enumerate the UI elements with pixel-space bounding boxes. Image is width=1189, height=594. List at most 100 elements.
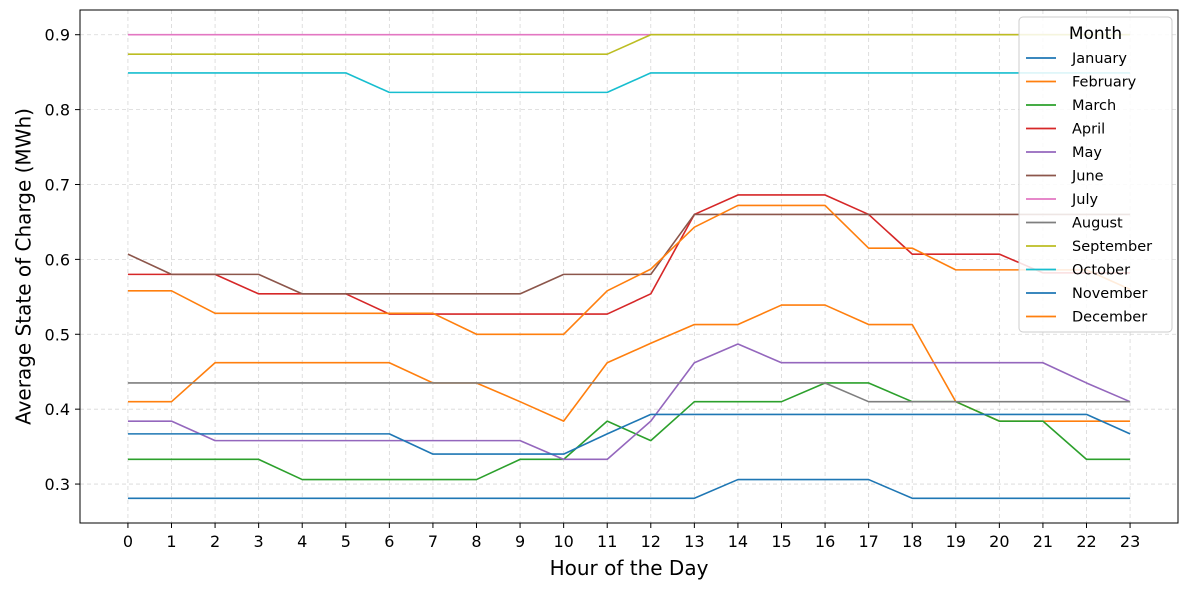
data-point (605, 496, 609, 500)
data-point (126, 52, 130, 56)
data-point (1085, 496, 1089, 500)
legend-item: July (1026, 192, 1098, 208)
data-point (257, 292, 261, 296)
data-point (257, 361, 261, 365)
data-point (692, 400, 696, 404)
data-point (649, 439, 653, 443)
plot-area-frame (79, 9, 1179, 524)
data-point (954, 212, 958, 216)
data-point (387, 496, 391, 500)
data-point (823, 381, 827, 385)
data-point (997, 252, 1001, 256)
data-point (300, 381, 304, 385)
data-point (910, 412, 914, 416)
x-tick-label: 1 (166, 532, 176, 551)
data-point (213, 33, 217, 37)
legend-label: July (1071, 192, 1098, 208)
data-point (605, 381, 609, 385)
data-point (867, 323, 871, 327)
data-point (867, 400, 871, 404)
data-point (387, 90, 391, 94)
data-point (344, 33, 348, 37)
data-point (605, 272, 609, 276)
data-point (213, 71, 217, 75)
data-point (1085, 381, 1089, 385)
data-point (300, 361, 304, 365)
legend-label: June (1071, 169, 1104, 185)
data-point (387, 33, 391, 37)
data-point (780, 71, 784, 75)
data-point (170, 33, 174, 37)
data-point (997, 33, 1001, 37)
x-tick-label: 10 (553, 532, 573, 551)
data-point (170, 432, 174, 436)
data-point (649, 33, 653, 37)
data-point (475, 452, 479, 456)
data-point (475, 312, 479, 316)
x-tick-label: 6 (384, 532, 394, 551)
data-point (867, 361, 871, 365)
data-point (431, 496, 435, 500)
series-line (127, 382, 1131, 403)
data-point (387, 432, 391, 436)
data-point (736, 342, 740, 346)
data-point (954, 33, 958, 37)
data-point (736, 478, 740, 482)
data-point (562, 419, 566, 423)
data-point (213, 439, 217, 443)
series-may (127, 342, 1131, 461)
x-tick-label: 5 (341, 532, 351, 551)
data-point (780, 381, 784, 385)
data-point (431, 311, 435, 315)
data-point (518, 52, 522, 56)
data-point (126, 381, 130, 385)
data-point (736, 203, 740, 207)
data-point (170, 496, 174, 500)
data-point (213, 457, 217, 461)
x-tick-label: 0 (123, 532, 133, 551)
series-august (126, 381, 1131, 404)
series-january (127, 478, 1131, 500)
data-point (910, 361, 914, 365)
x-tick-label: 22 (1076, 532, 1096, 551)
data-point (344, 52, 348, 56)
data-point (344, 432, 348, 436)
data-point (300, 432, 304, 436)
data-point (910, 246, 914, 250)
legend: Month January February March April May June Ju… (1018, 16, 1173, 333)
y-axis-label: Average State of Charge (MWh) (12, 108, 36, 425)
data-point (518, 312, 522, 316)
legend-item: June (1026, 169, 1104, 185)
legend-title: Month (1069, 24, 1122, 44)
data-point (213, 432, 217, 436)
data-point (649, 272, 653, 276)
series-december (127, 203, 1131, 336)
x-tick-label: 14 (728, 532, 748, 551)
data-point (692, 361, 696, 365)
data-point (692, 33, 696, 37)
data-point (257, 439, 261, 443)
legend-item: December (1026, 310, 1147, 326)
data-point (387, 478, 391, 482)
data-point (126, 33, 130, 37)
data-point (126, 400, 130, 404)
data-point (257, 71, 261, 75)
data-point (954, 412, 958, 416)
data-point (257, 457, 261, 461)
data-point (997, 496, 1001, 500)
data-point (518, 457, 522, 461)
data-point (387, 361, 391, 365)
x-tick-label: 11 (597, 532, 617, 551)
data-point (562, 52, 566, 56)
data-point (126, 252, 130, 256)
data-point (867, 246, 871, 250)
data-point (126, 272, 130, 276)
data-point (910, 71, 914, 75)
x-tick-label: 7 (428, 532, 438, 551)
legend-label: November (1072, 286, 1147, 302)
data-point (300, 311, 304, 315)
data-point (649, 267, 653, 271)
data-point (170, 457, 174, 461)
data-point (387, 439, 391, 443)
data-point (780, 361, 784, 365)
